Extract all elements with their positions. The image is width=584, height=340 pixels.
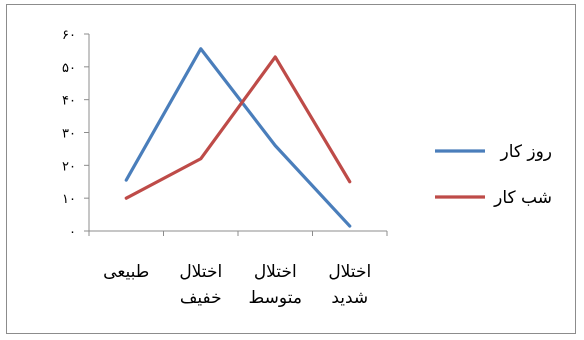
category-label-line: شدید: [331, 288, 368, 308]
category-label-line: اختلال: [328, 262, 371, 282]
y-tick-label: ۶۰: [62, 28, 76, 43]
y-tick-label: ۱۰: [62, 192, 76, 207]
y-tick-label: ۰: [69, 225, 76, 240]
y-tick-label: ۵۰: [62, 61, 76, 76]
category-label-line: اختلال: [254, 262, 297, 282]
category-label: اختلال شدید: [328, 262, 371, 308]
category-label-line: اختلال: [179, 262, 222, 282]
y-tick-label: ۴۰: [62, 94, 76, 109]
category-label-line: خفیف: [180, 288, 222, 308]
chart-frame: ۰ ۱۰ ۲۰ ۳۰ ۴۰ ۵۰ ۶۰ طبیعی اختلال خفیف اختلال متوسط ا…: [6, 4, 576, 334]
series-line-2: [124, 55, 352, 200]
category-label-line: متوسط: [249, 288, 302, 308]
category-label: اختلال متوسط: [249, 262, 302, 308]
y-tick-label: ۲۰: [62, 159, 76, 174]
legend-label-1: روز کار: [499, 142, 552, 162]
category-label: اختلال خفیف: [179, 262, 222, 308]
legend-label-2: شب کار: [493, 188, 552, 208]
series-line-1: [124, 47, 352, 228]
y-tick-label: ۳۰: [62, 127, 76, 142]
category-label-line: طبیعی: [103, 262, 149, 282]
category-label: طبیعی: [103, 262, 149, 282]
